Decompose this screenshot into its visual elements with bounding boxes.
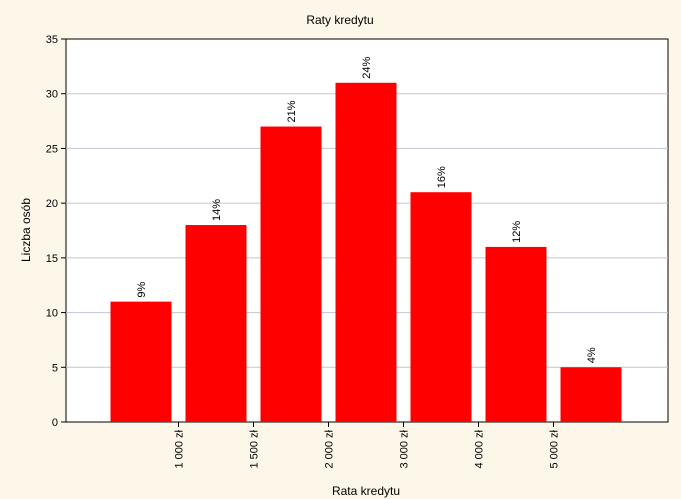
x-tick-label: 1 000 zł xyxy=(174,429,186,468)
bar-data-label: 4% xyxy=(586,347,598,363)
y-axis-label: Liczba osób xyxy=(19,198,33,262)
y-tick-label: 5 xyxy=(52,362,58,374)
bar xyxy=(560,367,622,422)
bar-data-label: 21% xyxy=(286,100,298,122)
y-tick-label: 20 xyxy=(46,198,58,210)
x-tick-label: 4 000 zł xyxy=(474,429,486,468)
y-tick-label: 25 xyxy=(46,143,58,155)
x-tick-label: 3 000 zł xyxy=(399,429,411,468)
bar-data-label: 14% xyxy=(211,199,223,221)
bar xyxy=(410,192,472,422)
chart-title: Raty kredytu xyxy=(306,13,373,27)
y-tick-label: 0 xyxy=(52,417,58,429)
x-tick-label: 2 000 zł xyxy=(324,429,336,468)
bar-data-label: 9% xyxy=(136,282,148,298)
bar xyxy=(335,82,397,423)
x-tick-label: 5 000 zł xyxy=(549,429,561,468)
bar-data-label: 12% xyxy=(511,221,523,243)
x-axis: 1 000 zł 1 500 zł 2 000 zł 3 000 zł 4 000 zł… xyxy=(174,422,561,469)
y-tick-label: 35 xyxy=(46,34,58,46)
y-tick-label: 30 xyxy=(46,89,58,101)
bar xyxy=(485,246,547,422)
bar xyxy=(260,126,322,423)
x-tick-label: 1 500 zł xyxy=(249,429,261,468)
y-tick-label: 10 xyxy=(46,308,58,320)
bar xyxy=(110,301,172,422)
bars xyxy=(110,82,622,423)
y-axis: 0 5 10 15 20 25 30 35 xyxy=(46,34,66,429)
data-labels: 9% 14% 21% 24% 16% 12% 4% xyxy=(136,57,598,364)
bar-data-label: 24% xyxy=(361,57,373,79)
bar xyxy=(185,225,247,422)
y-tick-label: 15 xyxy=(46,253,58,265)
bar-data-label: 16% xyxy=(436,166,448,188)
x-axis-label: Rata kredytu xyxy=(332,484,400,498)
